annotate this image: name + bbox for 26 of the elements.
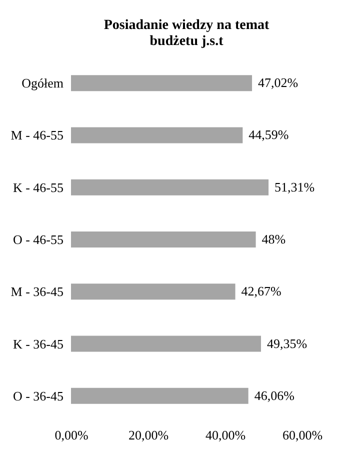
bar [71,232,256,248]
data-label: 51,31% [274,179,315,194]
bar [71,388,248,404]
y-tick-label: O - 46-55 [12,232,64,247]
chart-title: Posiadanie wiedzy na temat budżetu j.s.t [104,18,270,49]
data-label: 49,35% [266,336,308,351]
data-label: 46,06% [254,388,295,403]
y-tick-label: Ogółem [22,76,64,91]
bar [71,127,243,144]
x-tick-label: 60,00% [282,428,323,442]
x-tick-label: 20,00% [128,428,169,442]
x-tick-label: 40,00% [205,428,246,442]
data-label: 42,67% [241,284,282,299]
x-tick-label: 0,00% [54,428,88,442]
data-label: 44,59% [248,127,289,142]
y-tick-label: M - 36-45 [10,284,64,300]
y-tick-label: K - 46-55 [12,180,64,195]
data-label: 47,02% [258,75,298,90]
bar [71,284,236,300]
y-tick-label: K - 36-45 [12,336,64,352]
y-tick-label: O - 36-45 [12,388,64,404]
bar [71,336,261,352]
y-tick-label: M - 46-55 [10,128,64,143]
bar [71,179,269,196]
data-label: 48% [262,232,286,246]
bar [71,75,252,92]
